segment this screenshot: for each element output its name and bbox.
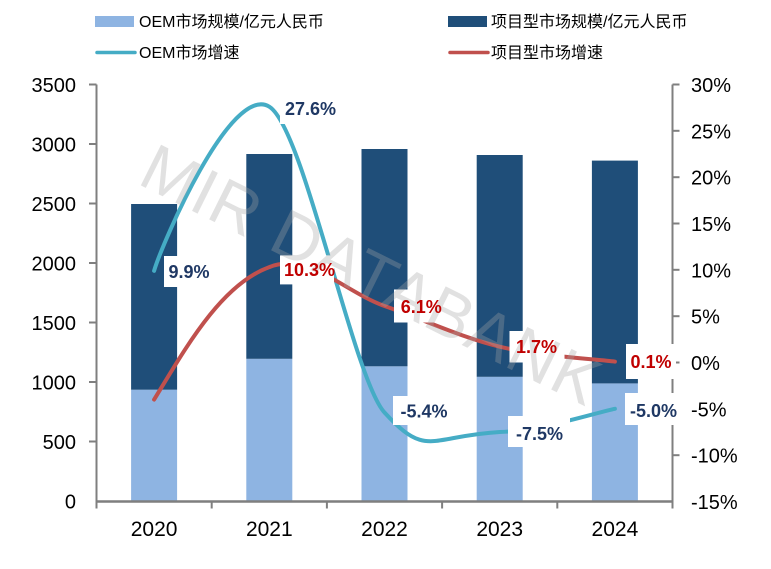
svg-text:2021: 2021 — [246, 518, 293, 541]
svg-text:项目型市场规模/亿元人民币: 项目型市场规模/亿元人民币 — [491, 13, 687, 31]
svg-text:-15%: -15% — [691, 492, 738, 514]
svg-text:2000: 2000 — [32, 254, 77, 276]
svg-text:2020: 2020 — [131, 518, 178, 541]
svg-text:-10%: -10% — [691, 446, 738, 468]
svg-text:30%: 30% — [691, 75, 731, 97]
svg-text:项目型市场增速: 项目型市场增速 — [491, 44, 603, 62]
svg-text:27.6%: 27.6% — [285, 99, 336, 119]
svg-text:500: 500 — [43, 432, 76, 454]
svg-text:-5.0%: -5.0% — [630, 401, 677, 421]
svg-text:3000: 3000 — [32, 135, 77, 157]
svg-text:9.9%: 9.9% — [168, 262, 209, 282]
svg-text:20%: 20% — [691, 168, 731, 190]
svg-text:OEM市场增速: OEM市场增速 — [139, 44, 239, 62]
svg-text:25%: 25% — [691, 121, 731, 143]
svg-text:-5%: -5% — [691, 399, 727, 421]
svg-text:-7.5%: -7.5% — [516, 424, 563, 444]
svg-text:0%: 0% — [691, 353, 720, 375]
svg-text:1.7%: 1.7% — [516, 337, 557, 357]
svg-text:2023: 2023 — [476, 518, 523, 541]
svg-text:10%: 10% — [691, 260, 731, 282]
svg-text:1000: 1000 — [32, 373, 77, 395]
svg-text:15%: 15% — [691, 214, 731, 236]
svg-text:10.3%: 10.3% — [284, 260, 335, 280]
svg-text:OEM市场规模/亿元人民币: OEM市场规模/亿元人民币 — [139, 13, 324, 31]
svg-text:5%: 5% — [691, 307, 720, 329]
svg-text:1500: 1500 — [32, 313, 77, 335]
svg-text:0: 0 — [65, 492, 76, 514]
svg-text:2022: 2022 — [361, 518, 408, 541]
svg-text:2500: 2500 — [32, 194, 77, 216]
svg-text:2024: 2024 — [592, 518, 639, 541]
svg-text:-5.4%: -5.4% — [400, 402, 447, 422]
svg-text:6.1%: 6.1% — [401, 297, 442, 317]
svg-text:0.1%: 0.1% — [630, 352, 671, 372]
svg-text:3500: 3500 — [32, 75, 77, 97]
